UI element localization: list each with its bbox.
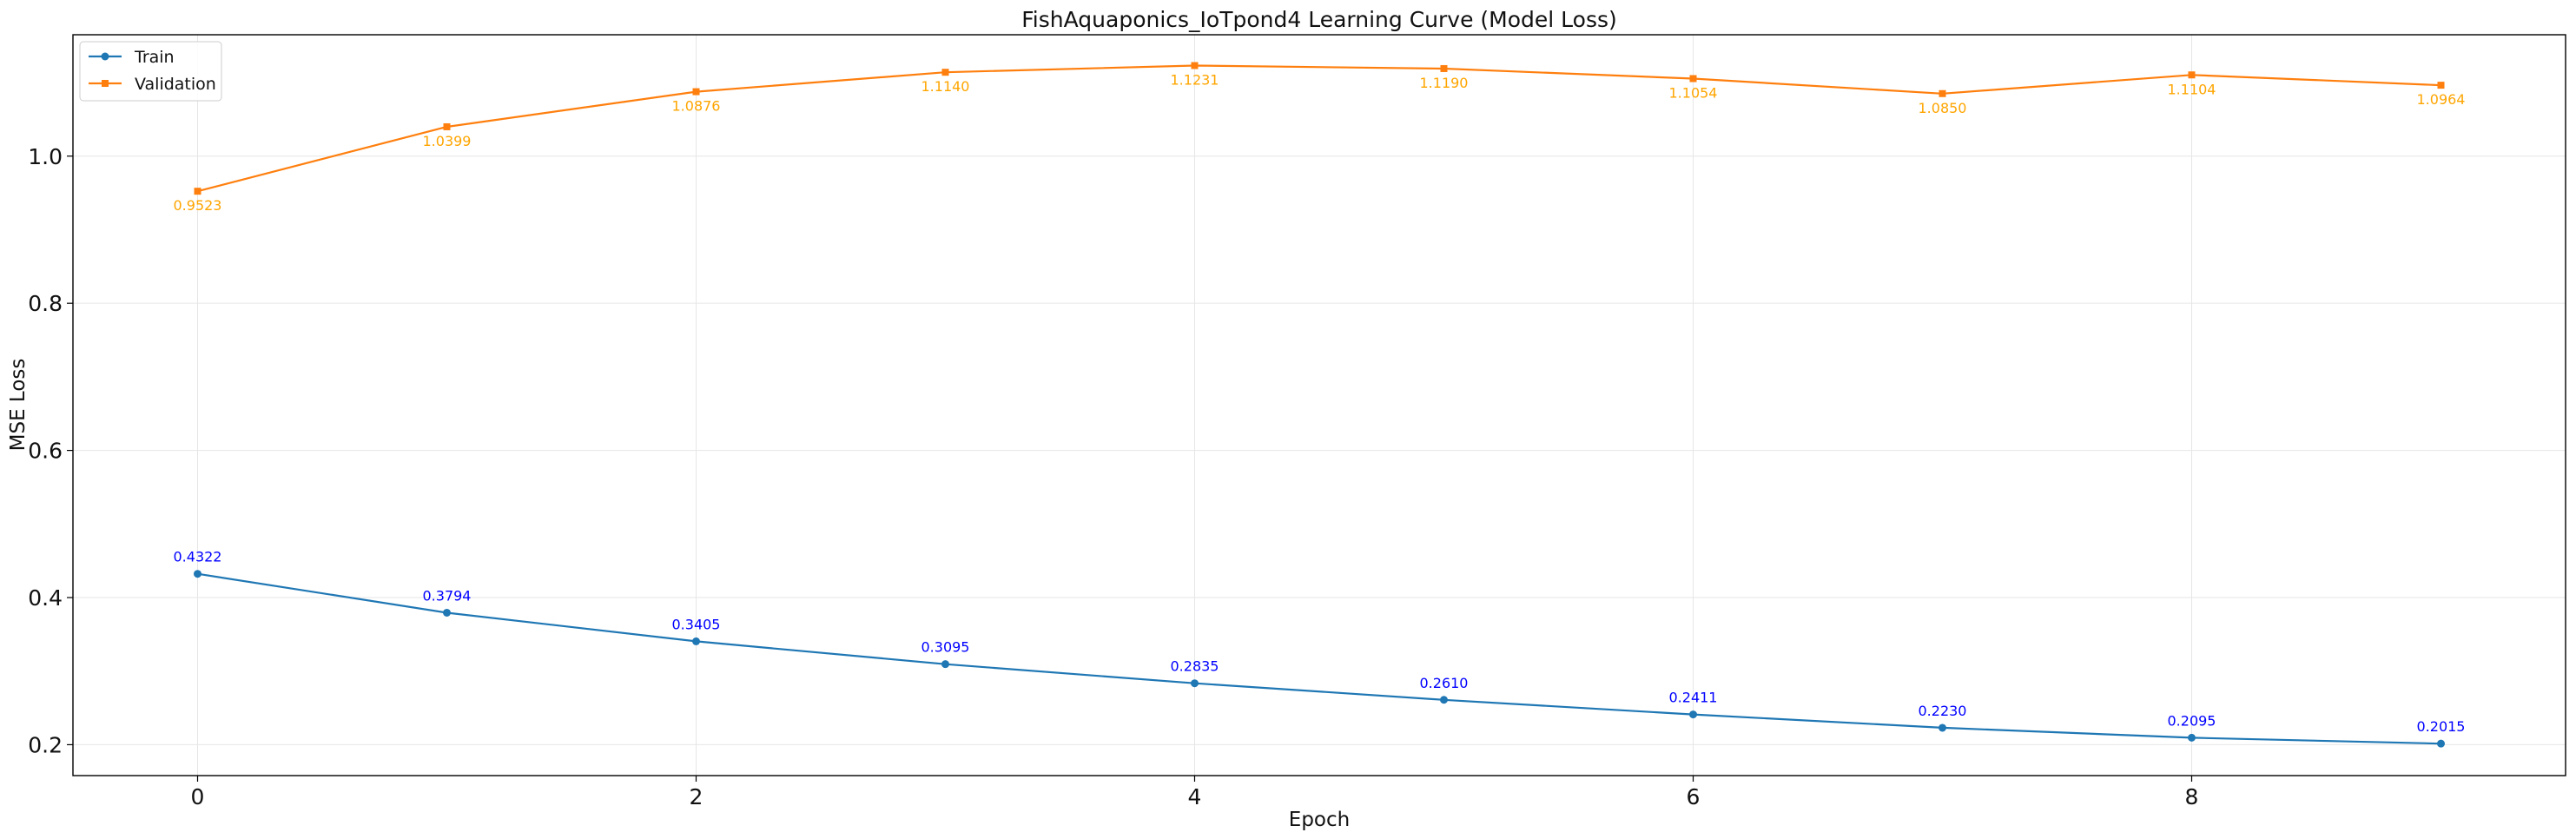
train-data-label: 0.3794: [423, 587, 472, 604]
tick-layer: 0 2 4 6 8 0.2 0.4 0.6 0.8 1.0: [28, 144, 2198, 809]
legend-validation-marker: [102, 80, 109, 87]
validation-data-label: 0.9523: [174, 197, 222, 214]
legend-train-label: Train: [134, 48, 175, 67]
legend: Train Validation: [79, 41, 222, 102]
train-data-label: 0.4322: [174, 549, 222, 565]
y-tick-label: 0.4: [28, 585, 63, 611]
train-data-label: 0.2411: [1669, 690, 1718, 706]
validation-data-label: 1.0876: [672, 98, 721, 115]
validation-data-label: 1.0850: [1919, 100, 1967, 116]
validation-data-label: 1.1140: [921, 78, 970, 95]
train-series-line: [197, 572, 2441, 745]
validation-point: [2188, 71, 2196, 79]
y-axis-label: MSE Loss: [7, 359, 30, 452]
grid-layer: [73, 35, 2566, 776]
y-tick-label: 1.0: [28, 144, 63, 169]
train-point: [692, 637, 700, 645]
train-data-label: 0.2835: [1171, 658, 1219, 675]
validation-series-line: [197, 64, 2441, 193]
validation-point: [1939, 89, 1946, 97]
train-point: [2437, 739, 2445, 748]
y-tick-label: 0.2: [28, 732, 63, 757]
series-layer: [194, 62, 2445, 748]
y-tick-label: 0.8: [28, 291, 63, 316]
validation-data-label: 1.1104: [2168, 81, 2216, 97]
train-data-label: 0.2095: [2168, 712, 2216, 729]
validation-point: [1440, 64, 1448, 72]
validation-point: [194, 188, 201, 195]
validation-data-label: 1.1231: [1171, 71, 1219, 88]
legend-validation-label: Validation: [135, 75, 216, 94]
validation-point: [692, 88, 700, 96]
validation-point: [1191, 62, 1199, 69]
plot-frame: [72, 34, 2566, 776]
x-tick-label: 2: [690, 784, 703, 809]
validation-data-label: 1.1190: [1420, 75, 1469, 91]
validation-data-label: 1.0399: [423, 133, 472, 149]
x-tick-label: 0: [191, 784, 205, 809]
validation-data-label: 1.0964: [2417, 91, 2466, 108]
train-point: [2188, 733, 2196, 742]
chart-title: FishAquaponics_IoTpond4 Learning Curve (…: [1021, 7, 1617, 32]
legend-train-marker: [101, 52, 109, 61]
validation-point: [1689, 75, 1697, 83]
train-data-label: 0.3095: [921, 639, 970, 656]
validation-point: [2437, 82, 2445, 89]
validation-data-label: 1.1054: [1669, 84, 1718, 101]
train-point: [1440, 696, 1448, 704]
train-point: [1191, 679, 1199, 688]
train-data-label: 0.2015: [2417, 718, 2466, 735]
train-point: [941, 660, 949, 669]
x-tick-label: 6: [1687, 784, 1701, 809]
x-tick-label: 8: [2185, 784, 2199, 809]
train-data-label: 0.3405: [672, 616, 721, 632]
train-point: [1939, 723, 1946, 732]
train-data-label: 0.2610: [1420, 675, 1469, 691]
train-data-label: 0.2230: [1919, 703, 1967, 719]
train-point: [1689, 710, 1697, 719]
train-point: [443, 608, 451, 617]
x-tick-label: 4: [1188, 784, 1202, 809]
validation-point: [941, 69, 949, 76]
x-axis-label: Epoch: [1289, 809, 1350, 831]
train-point: [194, 570, 201, 578]
data-label-layer: 0.4322 0.3794 0.3405 0.3095 0.2835 0.2610 0.24…: [174, 71, 2466, 735]
y-tick-label: 0.6: [28, 439, 63, 464]
validation-point: [443, 122, 451, 130]
